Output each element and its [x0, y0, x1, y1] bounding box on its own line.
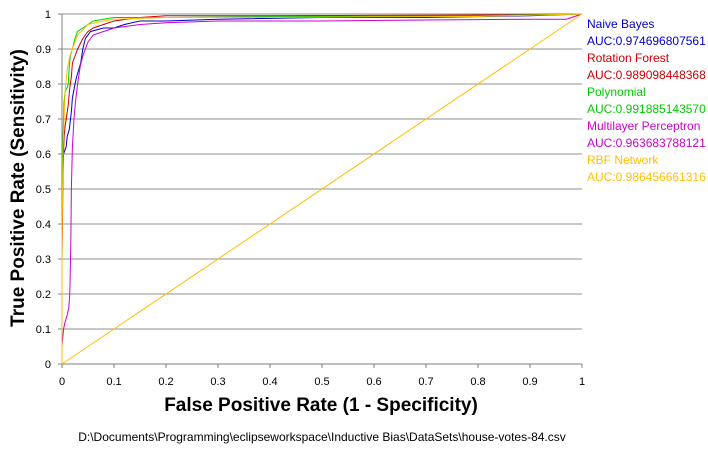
polynomial-curve: [61, 13, 583, 364]
x-tick-label: 0.8: [470, 376, 485, 388]
legend-entry-name: Multilayer Perceptron: [587, 119, 700, 133]
chance-diagonal-line: [61, 13, 583, 365]
legend-entry-auc: AUC:0.986456661316: [587, 170, 706, 184]
legend-entry-auc: AUC:0.963683788121: [587, 136, 706, 150]
x-tick-label: 0.2: [158, 376, 173, 388]
y-tick-labels: 0 0.1 0.2 0.3 0.4 0.5 0.6 0.7 0.8 0.9 1: [36, 9, 51, 371]
y-axis-title: True Positive Rate (Sensitivity): [8, 49, 29, 327]
x-tick-label: 0.9: [522, 376, 537, 388]
x-tick-label: 0.4: [262, 376, 277, 388]
x-tick-label: 1: [579, 376, 585, 388]
legend-entry-name: Polynomial: [587, 85, 646, 99]
y-tick-label: 1: [45, 9, 51, 21]
y-tick-label: 0.5: [36, 184, 51, 196]
rotation-forest-curve: [61, 13, 583, 364]
roc-curves: [61, 13, 583, 365]
y-tick-label: 0.1: [36, 324, 51, 336]
x-tick-label: 0.7: [418, 376, 433, 388]
x-tick-labels: 0 0.1 0.2 0.3 0.4 0.5 0.6 0.7 0.8 0.9 1: [59, 376, 585, 388]
legend-entry-name: Rotation Forest: [587, 51, 670, 65]
y-tick-label: 0.4: [36, 219, 51, 231]
x-tick-label: 0.3: [210, 376, 225, 388]
file-path-footer: D:\Documents\Programming\eclipseworkspac…: [78, 430, 566, 444]
rbf-network-curve: [61, 13, 583, 364]
x-tick-label: 0.1: [106, 376, 121, 388]
legend-entry-auc: AUC:0.991885143570: [587, 102, 706, 116]
y-tick-label: 0.6: [36, 149, 51, 161]
y-tick-label: 0.3: [36, 254, 51, 266]
multilayer-perceptron-curve: [61, 13, 583, 364]
x-tick-label: 0: [59, 376, 65, 388]
legend-entry-auc: AUC:0.989098448368: [587, 68, 706, 82]
naive-bayes-curve: [61, 13, 583, 364]
y-tick-label: 0.8: [36, 79, 51, 91]
legend-entry-name: RBF Network: [587, 153, 659, 167]
legend: Naive Bayes AUC:0.974696807561 Rotation Fo…: [587, 17, 706, 184]
y-tick-label: 0.7: [36, 114, 51, 126]
y-tick-label: 0: [45, 359, 51, 371]
x-tick-label: 0.6: [366, 376, 381, 388]
legend-entry-auc: AUC:0.974696807561: [587, 34, 706, 48]
legend-entry-name: Naive Bayes: [587, 17, 654, 31]
x-axis-title: False Positive Rate (1 - Specificity): [164, 395, 478, 416]
y-tick-label: 0.9: [36, 44, 51, 56]
y-tick-label: 0.2: [36, 289, 51, 301]
x-tick-label: 0.5: [314, 376, 329, 388]
